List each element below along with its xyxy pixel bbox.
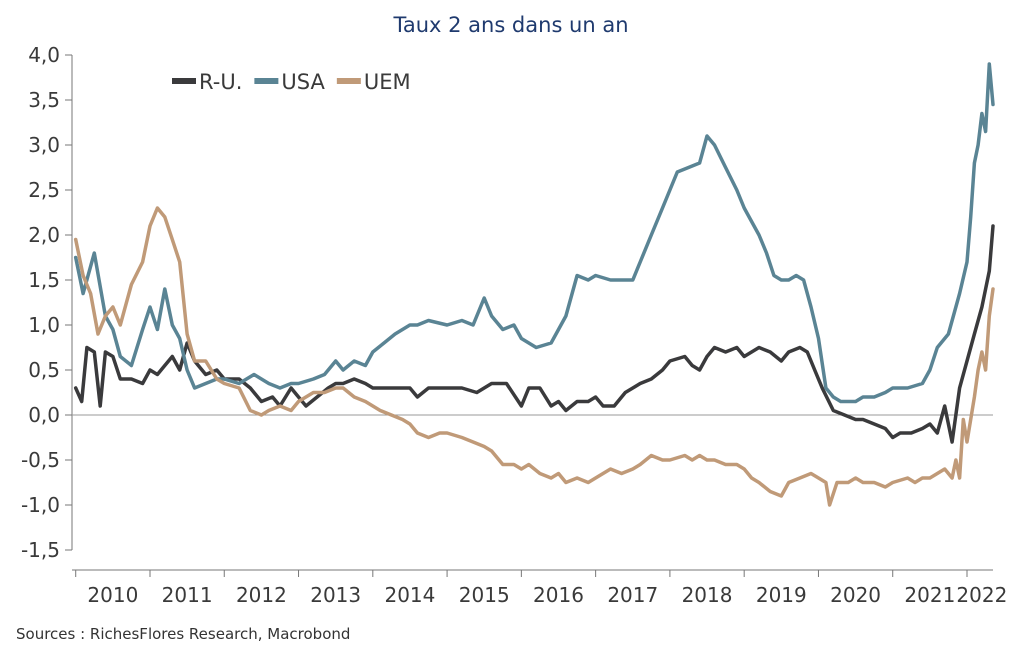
x-tick-label: 2018 xyxy=(682,583,733,607)
x-tick-label: 2017 xyxy=(607,583,658,607)
legend: R-U. USA UEM xyxy=(172,70,411,94)
x-tick-label: 2021 xyxy=(904,583,955,607)
x-tick-label: 2010 xyxy=(87,583,138,607)
x-tick-label: 2019 xyxy=(756,583,807,607)
y-tick-label: 3,5 xyxy=(28,88,60,112)
y-tick-label: 2,5 xyxy=(28,178,60,202)
y-tick-label: 3,0 xyxy=(28,133,60,157)
y-tick-label: 0,0 xyxy=(28,403,60,427)
series-line-usa xyxy=(73,62,995,404)
x-tick-label: 2016 xyxy=(533,583,584,607)
x-tick-label: 2011 xyxy=(162,583,213,607)
x-tick-label: 2020 xyxy=(830,583,881,607)
x-tick-label: 2022 xyxy=(956,583,1007,607)
y-tick-label: 0,5 xyxy=(28,358,60,382)
y-tick-label: 1,0 xyxy=(28,313,60,337)
plot-area xyxy=(71,55,993,571)
x-axis: 2010 2011 2012 2013 2014 2015 2016 2017 2018 2019… xyxy=(75,570,1007,607)
y-tick-label: -1,0 xyxy=(21,493,60,517)
x-tick-label: 2013 xyxy=(310,583,361,607)
x-tick-label: 2015 xyxy=(459,583,510,607)
y-tick-label: -0,5 xyxy=(21,448,60,472)
chart-title: Taux 2 ans dans un an xyxy=(392,13,628,37)
y-tick-label: -1,5 xyxy=(21,538,60,562)
y-tick-label: 1,5 xyxy=(28,268,60,292)
x-tick-label: 2012 xyxy=(236,583,287,607)
y-tick-label: 2,0 xyxy=(28,223,60,247)
x-tick-label: 2014 xyxy=(384,583,435,607)
y-tick-label: 4,0 xyxy=(28,43,60,67)
legend-label: UEM xyxy=(364,70,411,94)
series-group xyxy=(73,62,995,507)
series-line-uem xyxy=(73,206,995,507)
legend-label: USA xyxy=(281,70,325,94)
series-line-r-u xyxy=(73,224,995,444)
y-axis: 4,0 3,5 3,0 2,5 2,0 1,5 1,0 0,5 0,0 -0,5 -1,0 -1,5 xyxy=(21,43,72,562)
legend-label: R-U. xyxy=(199,70,242,94)
source-note: Sources : RichesFlores Research, Macrobo… xyxy=(16,625,351,643)
